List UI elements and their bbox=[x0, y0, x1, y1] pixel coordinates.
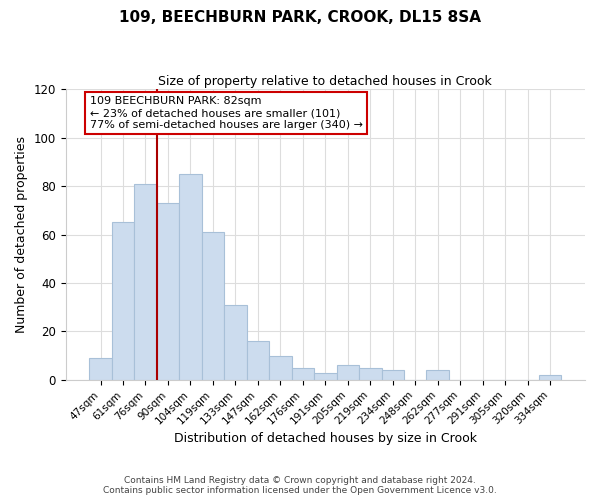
Text: 109 BEECHBURN PARK: 82sqm
← 23% of detached houses are smaller (101)
77% of semi: 109 BEECHBURN PARK: 82sqm ← 23% of detac… bbox=[90, 96, 363, 130]
Bar bbox=[337, 366, 359, 380]
Bar bbox=[314, 372, 337, 380]
Bar bbox=[157, 203, 179, 380]
Bar bbox=[112, 222, 134, 380]
Bar bbox=[269, 356, 292, 380]
Bar bbox=[382, 370, 404, 380]
Title: Size of property relative to detached houses in Crook: Size of property relative to detached ho… bbox=[158, 75, 492, 88]
Bar bbox=[202, 232, 224, 380]
Bar bbox=[224, 305, 247, 380]
Text: Contains HM Land Registry data © Crown copyright and database right 2024.
Contai: Contains HM Land Registry data © Crown c… bbox=[103, 476, 497, 495]
Bar bbox=[359, 368, 382, 380]
Bar bbox=[89, 358, 112, 380]
Bar bbox=[179, 174, 202, 380]
Bar bbox=[539, 375, 562, 380]
Bar bbox=[247, 341, 269, 380]
X-axis label: Distribution of detached houses by size in Crook: Distribution of detached houses by size … bbox=[174, 432, 477, 445]
Text: 109, BEECHBURN PARK, CROOK, DL15 8SA: 109, BEECHBURN PARK, CROOK, DL15 8SA bbox=[119, 10, 481, 25]
Bar bbox=[427, 370, 449, 380]
Y-axis label: Number of detached properties: Number of detached properties bbox=[15, 136, 28, 333]
Bar bbox=[292, 368, 314, 380]
Bar bbox=[134, 184, 157, 380]
